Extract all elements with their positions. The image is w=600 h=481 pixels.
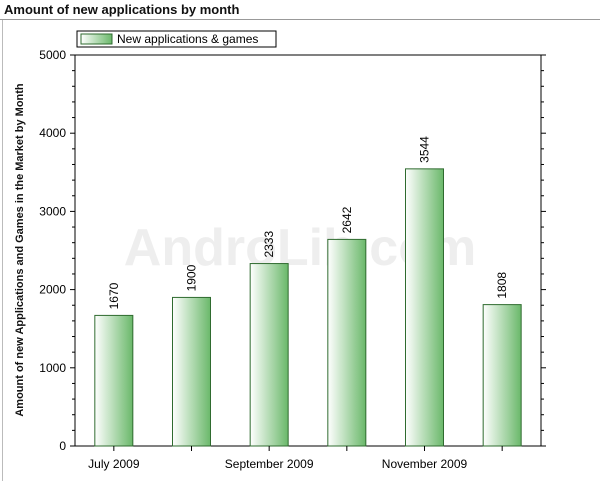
x-tick-label: September 2009 bbox=[225, 457, 314, 471]
bar bbox=[482, 304, 522, 447]
bar bbox=[249, 263, 289, 447]
y-tick-label: 2000 bbox=[39, 283, 66, 297]
legend-label: New applications & games bbox=[117, 32, 258, 46]
bar bbox=[94, 314, 134, 447]
data-label: 3544 bbox=[418, 136, 432, 163]
data-label: 2333 bbox=[262, 231, 276, 258]
y-tick-label: 0 bbox=[59, 439, 66, 453]
data-label: 2642 bbox=[340, 206, 354, 233]
y-axis-label: Amount of new Applications and Games in … bbox=[14, 83, 26, 417]
legend: New applications & games bbox=[76, 30, 277, 48]
y-axis: 0 1000 2000 3000 4000 5000 bbox=[39, 48, 546, 453]
legend-swatch bbox=[80, 33, 113, 45]
x-tick-label: July 2009 bbox=[88, 457, 140, 471]
plot-frame bbox=[74, 54, 542, 447]
title-divider bbox=[0, 19, 600, 20]
page-title: Amount of new applications by month bbox=[4, 2, 240, 17]
left-border bbox=[2, 20, 3, 481]
y-tick-label: 5000 bbox=[39, 48, 66, 62]
legend-box bbox=[76, 30, 277, 48]
x-tick-label: November 2009 bbox=[382, 457, 468, 471]
data-label: 1808 bbox=[495, 272, 509, 299]
bar bbox=[327, 238, 367, 447]
bar bbox=[405, 168, 444, 447]
y-tick-label: 4000 bbox=[39, 126, 66, 140]
bars: 1670 July 2009 1900 2333 September 2009 2642 3… bbox=[88, 136, 522, 471]
data-label: 1670 bbox=[107, 282, 121, 309]
y-tick-label: 1000 bbox=[39, 361, 66, 375]
data-label: 1900 bbox=[185, 264, 199, 291]
bar bbox=[172, 296, 211, 447]
y-tick-label: 3000 bbox=[39, 204, 66, 218]
